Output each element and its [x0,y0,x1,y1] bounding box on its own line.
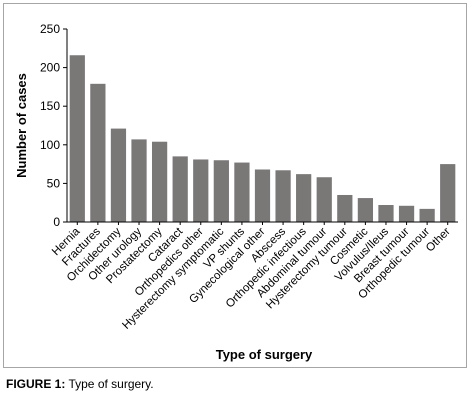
bar-orthopedic-tumour [419,208,435,222]
caption-label: FIGURE 1: [6,377,66,391]
y-tick-label: 100 [40,138,60,152]
y-tick-label: 0 [53,215,60,229]
y-axis-title: Number of cases [14,73,29,178]
y-tick-label: 200 [40,61,60,75]
bar-abscess [275,170,291,222]
bar-other-urology [131,139,147,222]
bar-vp-shunts [234,162,250,222]
bar-fractures [90,83,106,222]
x-axis-title: Type of surgery [216,347,313,362]
bar-hernia [69,55,85,222]
bar-hysterectomy-tumour [337,194,353,222]
bar-orchidectomy [110,128,127,222]
bar-other [440,164,456,222]
figure-frame: 0 50 100 150 200 250 Hernia Fractures Orchidect… [3,3,467,368]
bar-abdominal-tumour [316,177,332,222]
caption-text: Type of surgery. [68,377,154,391]
bar-hysterectomy-symptomatic [213,160,229,222]
bar-orthopedics-other [193,159,209,222]
bar-prostatectomy [151,141,168,222]
bars-group [69,55,456,222]
bar-cosmetic [357,198,374,222]
y-ticks-group: 0 50 100 150 200 250 [40,22,67,229]
bar-breast-tumour [398,205,415,222]
figure-caption: FIGURE 1: Type of surgery. [6,377,154,391]
x-tick-label: Other [424,226,453,255]
bar-orthopedic-infectious [296,174,312,222]
bar-volvulus-ileus [378,205,394,222]
bar-cataract [172,156,188,222]
bar-chart: 0 50 100 150 200 250 HerniaFracturesOrchidect… [14,22,458,362]
y-tick-label: 250 [40,22,60,36]
y-tick-label: 150 [40,99,60,113]
bar-gynecological-other [254,169,271,222]
y-tick-label: 50 [47,176,61,190]
